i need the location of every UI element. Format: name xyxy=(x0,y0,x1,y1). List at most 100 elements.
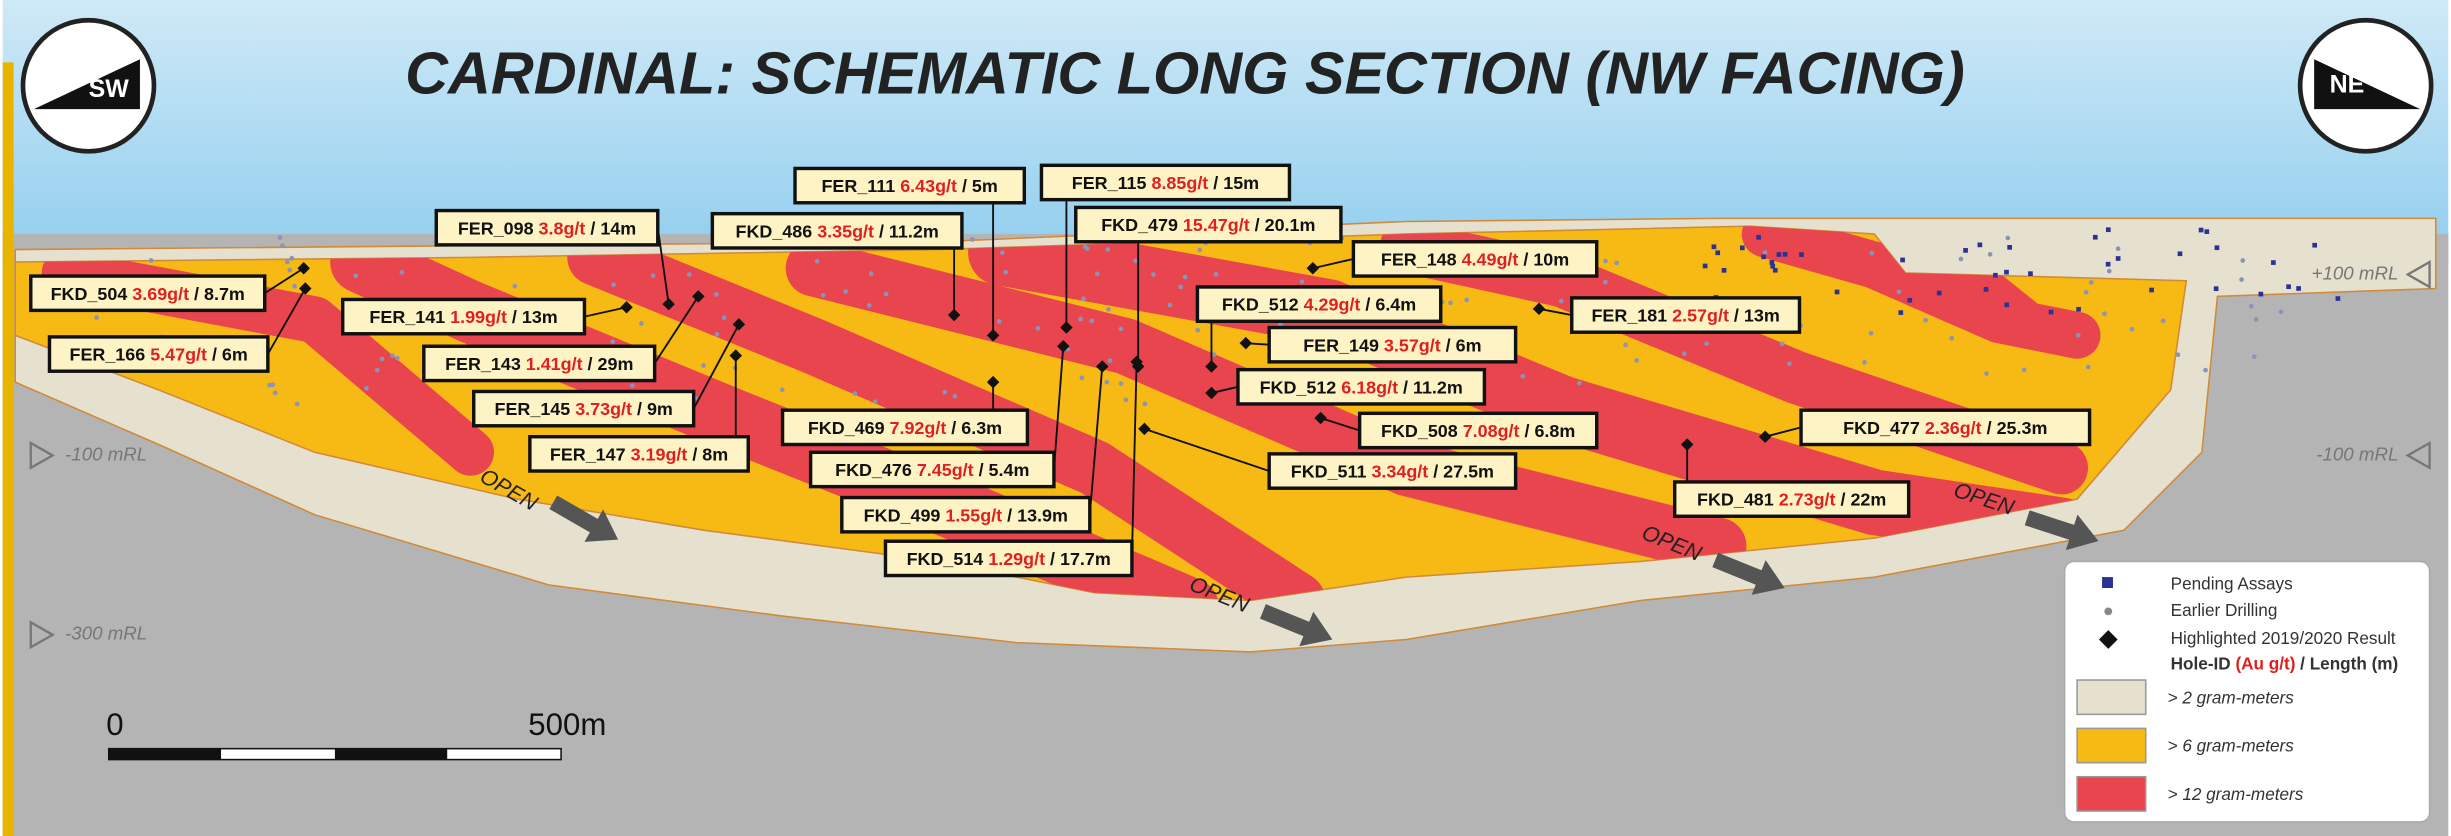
earlier-drill xyxy=(353,273,358,279)
pending-assay xyxy=(1711,244,1717,250)
elevation-label: -100 mRL xyxy=(2316,443,2398,464)
hole-grade: 2.36g/t xyxy=(1925,418,1982,438)
earlier-drill xyxy=(2253,317,2259,322)
hole-marker xyxy=(732,318,746,331)
hole-grade: 8.85g/t xyxy=(1152,173,1209,193)
label-box xyxy=(1236,367,1487,406)
earlier-drill xyxy=(390,353,395,358)
hole-grade: 7.92g/t xyxy=(890,418,947,438)
earlier-drill xyxy=(1603,258,1608,264)
hole-marker xyxy=(1096,360,1109,373)
earlier-drill xyxy=(1614,260,1619,266)
hole-id: FKD_477 xyxy=(1843,418,1920,438)
hole-grade: 6.18g/t xyxy=(1341,377,1398,397)
earlier-drill xyxy=(294,401,300,407)
hole-id: FKD_469 xyxy=(808,418,885,438)
earlier-drill xyxy=(2175,352,2181,358)
hole-length: 22m xyxy=(1850,489,1886,509)
hole-grade: 15.47g/t xyxy=(1183,215,1250,235)
hole-id: FKD_508 xyxy=(1381,421,1458,441)
label-box xyxy=(1672,480,1911,518)
earlier-drill xyxy=(272,390,278,396)
earlier-drill xyxy=(1987,252,1993,257)
leader xyxy=(1320,417,1360,432)
hole-grade: 7.45g/t xyxy=(917,460,974,480)
separator: / xyxy=(1255,215,1260,235)
pending-assay xyxy=(2004,269,2009,275)
hole-grade: 3.57g/t xyxy=(1384,335,1441,355)
earlier-drill xyxy=(2102,311,2107,317)
earlier-drill xyxy=(714,292,719,297)
hole-label: FER_147 3.19g/t / 8m xyxy=(550,444,728,464)
earlier-drill xyxy=(1520,373,1526,379)
earlier-drill xyxy=(866,303,872,308)
pending-assay xyxy=(1900,257,1905,263)
earlier-drill xyxy=(2239,277,2244,282)
earlier-drill xyxy=(1299,279,1305,285)
key-length: Length (m) xyxy=(2310,653,2399,673)
title: CARDINAL: SCHEMATIC LONG SECTION (NW FAC… xyxy=(405,40,1965,107)
earlier-drill xyxy=(2278,309,2284,315)
elevation-marker xyxy=(2405,260,2431,290)
elevation-label: +100 mRL xyxy=(2312,262,2399,283)
earlier-drill xyxy=(721,315,727,321)
earlier-drill xyxy=(2083,289,2089,295)
label-box xyxy=(780,408,1030,447)
separator: / xyxy=(1524,421,1529,441)
pending-assay xyxy=(2198,227,2204,233)
label-box xyxy=(1357,411,1599,450)
hole-marker xyxy=(947,308,961,322)
leader xyxy=(653,295,700,364)
open-arrow xyxy=(1712,552,1785,595)
pending-assay xyxy=(1715,250,1721,256)
hole-grade: 7.08g/t xyxy=(1463,421,1520,441)
hole-grade: 3.69g/t xyxy=(132,284,189,304)
earlier-drill xyxy=(779,387,785,393)
earlier-drill xyxy=(2089,279,2094,285)
label-box xyxy=(422,344,657,383)
hole-grade: 3.34g/t xyxy=(1371,461,1428,481)
earlier-drill xyxy=(2085,364,2091,370)
pending-assay xyxy=(2004,302,2010,308)
ore-stripe xyxy=(785,240,1747,574)
pending-assay xyxy=(1776,252,1782,257)
hole-label: FKD_477 2.36g/t / 25.3m xyxy=(1843,418,2047,438)
earlier-drill xyxy=(1195,327,1201,333)
hole-grade: 4.49g/t xyxy=(1462,249,1519,269)
pending-assay xyxy=(2271,260,2276,265)
hole-length: 6m xyxy=(1456,335,1482,355)
legend-item: Earlier Drilling xyxy=(2171,600,2278,620)
hole-grade: 1.99g/t xyxy=(450,307,507,327)
earlier-drill xyxy=(1464,297,1470,303)
hole-id: FKD_504 xyxy=(51,284,128,304)
hole-grade: 5.47g/t xyxy=(150,344,207,364)
earlier-drill xyxy=(292,283,297,289)
separator: / xyxy=(1734,305,1739,325)
leader xyxy=(264,267,305,295)
label-box xyxy=(1799,408,2092,447)
earlier-drill xyxy=(2160,318,2166,324)
hole-marker xyxy=(297,262,310,275)
hole-label: FKD_512 4.29g/t / 6.4m xyxy=(1222,294,1416,314)
separator: / xyxy=(194,284,199,304)
earlier-drill xyxy=(364,385,369,391)
earlier-drill xyxy=(1197,247,1203,253)
pending-assay xyxy=(1772,267,1778,273)
key-id: Hole-ID xyxy=(2171,653,2231,673)
scale-label: 500m xyxy=(528,707,606,742)
pending-assay xyxy=(2028,271,2033,276)
earlier-drill xyxy=(1862,360,1867,365)
open-arrow xyxy=(1260,604,1333,647)
label-box xyxy=(1267,325,1518,364)
earlier-drill xyxy=(1078,316,1083,322)
pending-assay xyxy=(2115,256,2121,261)
pending-assay xyxy=(2335,296,2341,301)
hole-length: 9m xyxy=(647,399,673,419)
earlier-drill xyxy=(1142,401,1148,407)
earlier-drill xyxy=(1089,318,1095,324)
earlier-drill xyxy=(650,273,656,279)
earlier-drill xyxy=(1003,269,1009,275)
pending-assay xyxy=(2296,286,2301,291)
pending-assay xyxy=(2214,245,2220,251)
